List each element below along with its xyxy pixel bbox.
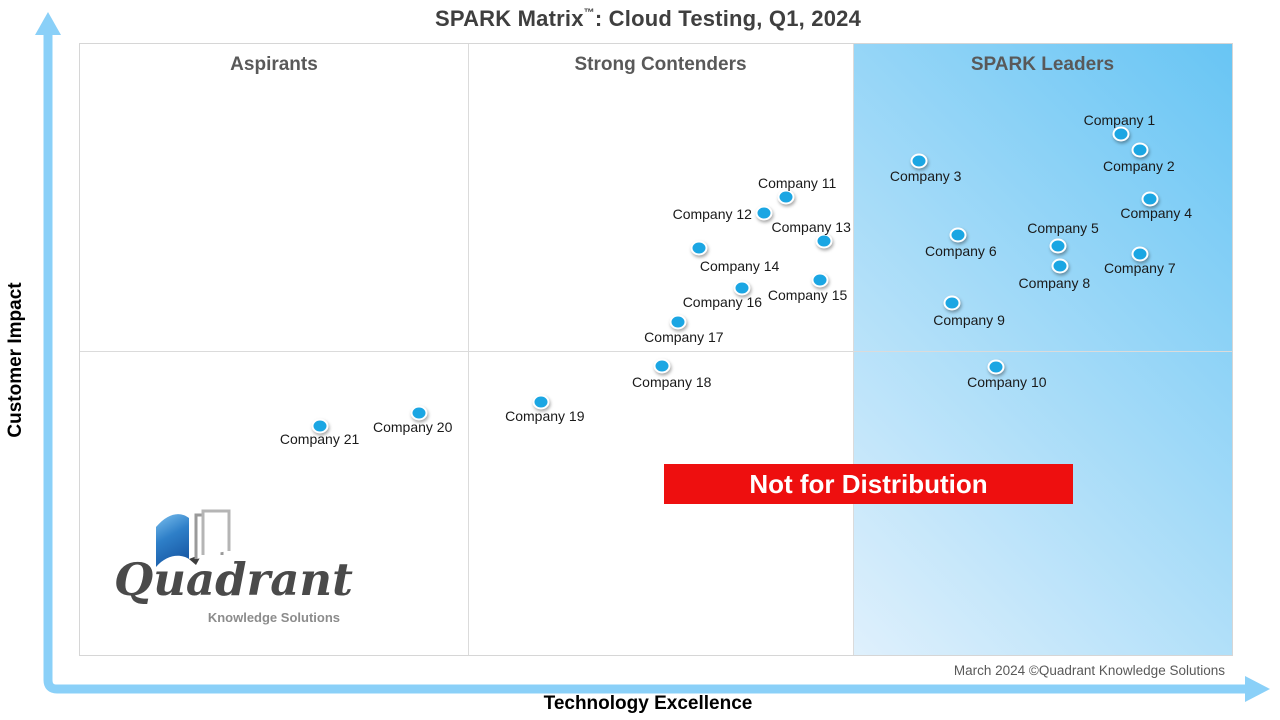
quadrant-logo: Quadrant Knowledge Solutions — [114, 509, 353, 629]
company-label: Company 5 — [1027, 220, 1099, 237]
chart-title-rest: : Cloud Testing, Q1, 2024 — [594, 6, 862, 31]
company-label: Company 20 — [372, 419, 453, 436]
segment-header-spark-leaders: SPARK Leaders — [970, 54, 1115, 75]
company-label: Company 17 — [644, 329, 724, 345]
company-label: Company 10 — [967, 374, 1047, 391]
horizontal-midline — [80, 351, 1232, 352]
logo-wordmark: Quadrant — [114, 553, 353, 606]
company-point — [1112, 126, 1130, 142]
company-point — [1141, 191, 1159, 207]
company-label: Company 16 — [682, 294, 763, 311]
company-point — [653, 358, 671, 374]
company-label: Company 18 — [632, 373, 712, 390]
company-label: Company 19 — [505, 408, 585, 425]
segment-divider-right — [853, 44, 854, 655]
company-point — [733, 280, 751, 296]
segment-header-strong-contenders: Strong Contenders — [574, 54, 747, 75]
points-layer: Company 1 Company 2 Company 3 Company 4 Comp… — [80, 44, 1232, 655]
y-axis-label: Customer Impact — [5, 282, 26, 438]
plot-area: Aspirants Strong Contenders SPARK Leader… — [79, 43, 1233, 656]
company-point — [811, 272, 829, 288]
chart-title-main: SPARK Matrix — [434, 6, 584, 31]
company-point — [532, 394, 550, 410]
company-point — [755, 205, 773, 221]
company-point — [910, 153, 928, 169]
company-label: Company 7 — [1104, 259, 1176, 276]
company-label: Company 9 — [933, 312, 1005, 329]
company-point — [669, 314, 687, 330]
x-axis-label: Technology Excellence — [543, 693, 753, 714]
company-label: Company 4 — [1120, 204, 1192, 221]
trademark-symbol: ™ — [583, 6, 595, 19]
company-point — [949, 227, 967, 243]
company-label: Company 11 — [758, 174, 837, 191]
company-point — [690, 240, 708, 256]
company-point — [1131, 246, 1149, 262]
copyright-text: March 2024 ©Quadrant Knowledge Solutions — [953, 663, 1225, 678]
company-label: Company 15 — [767, 287, 848, 304]
chart-title: SPARK Matrix™: Cloud Testing, Q1, 2024 — [8, 6, 1280, 32]
segment-divider-left — [468, 44, 469, 655]
company-label: Company 6 — [925, 243, 997, 260]
company-label: Company 2 — [1103, 157, 1175, 174]
company-label: Company 21 — [279, 430, 360, 447]
company-point — [987, 359, 1005, 375]
company-point — [311, 418, 329, 434]
company-point — [1051, 258, 1069, 274]
company-label: Company 8 — [1018, 275, 1091, 292]
segment-header-aspirants: Aspirants — [230, 54, 318, 75]
company-point — [1131, 142, 1149, 158]
company-label: Company 1 — [1083, 111, 1156, 128]
company-point — [943, 295, 961, 311]
company-label: Company 13 — [771, 219, 851, 236]
logo-tagline: Knowledge Solutions — [207, 610, 340, 625]
company-point — [777, 189, 795, 205]
company-label: Company 14 — [699, 258, 780, 275]
company-label: Company 3 — [889, 167, 962, 184]
not-for-distribution-banner: Not for Distribution — [664, 464, 1073, 504]
book-icon — [156, 509, 231, 567]
company-label: Company 12 — [672, 206, 752, 223]
leaders-gradient-region — [853, 44, 1232, 655]
company-point — [815, 233, 833, 249]
company-point — [410, 405, 428, 421]
company-point — [1049, 238, 1067, 254]
